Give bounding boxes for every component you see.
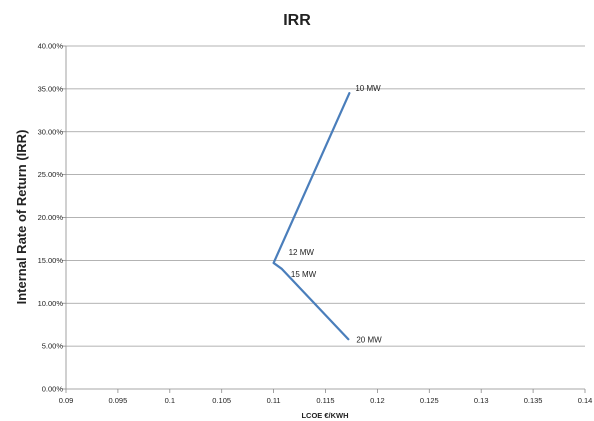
data-point-label: 10 MW — [355, 84, 381, 93]
point-labels: 10 MW 12 MW 15 MW 20 MW — [289, 84, 383, 344]
y-tick-label: 20.00% — [38, 213, 64, 222]
gridlines — [66, 45, 585, 347]
x-tick-label: 0.105 — [212, 396, 231, 405]
x-tick-label: 0.135 — [524, 396, 543, 405]
x-tick-label: 0.09 — [59, 396, 74, 405]
y-tick-label: 5.00% — [42, 342, 64, 351]
series-line — [272, 92, 351, 341]
y-tick-label: 35.00% — [38, 84, 64, 93]
x-tick-label: 0.095 — [109, 396, 128, 405]
data-point-label: 15 MW — [291, 270, 317, 279]
y-axis-title: Internal Rate of Return (IRR) — [14, 130, 29, 305]
x-tick-label: 0.12 — [370, 396, 385, 405]
y-tick-label: 25.00% — [38, 170, 64, 179]
x-axis-title: LCOE €/KWH — [301, 411, 348, 420]
axes — [62, 45, 586, 393]
chart-title: IRR — [283, 12, 311, 29]
data-point-label: 20 MW — [356, 335, 382, 344]
y-tick-label: 40.00% — [38, 42, 64, 51]
x-tick-label: 0.13 — [474, 396, 489, 405]
y-tick-label: 10.00% — [38, 299, 64, 308]
x-tick-label: 0.115 — [316, 396, 334, 405]
tick-labels: 0.00% 5.00% 10.00% 15.00% 20.00% 25.00% 30.00%… — [38, 42, 593, 406]
y-tick-label: 30.00% — [38, 127, 64, 136]
y-tick-label: 0.00% — [42, 385, 64, 394]
x-tick-label: 0.11 — [267, 396, 281, 405]
x-tick-label: 0.1 — [165, 396, 175, 405]
series-lines — [272, 92, 351, 341]
data-point-label: 12 MW — [289, 248, 315, 257]
y-tick-label: 15.00% — [38, 256, 64, 265]
x-tick-label: 0.14 — [578, 396, 593, 405]
x-tick-label: 0.125 — [420, 396, 439, 405]
